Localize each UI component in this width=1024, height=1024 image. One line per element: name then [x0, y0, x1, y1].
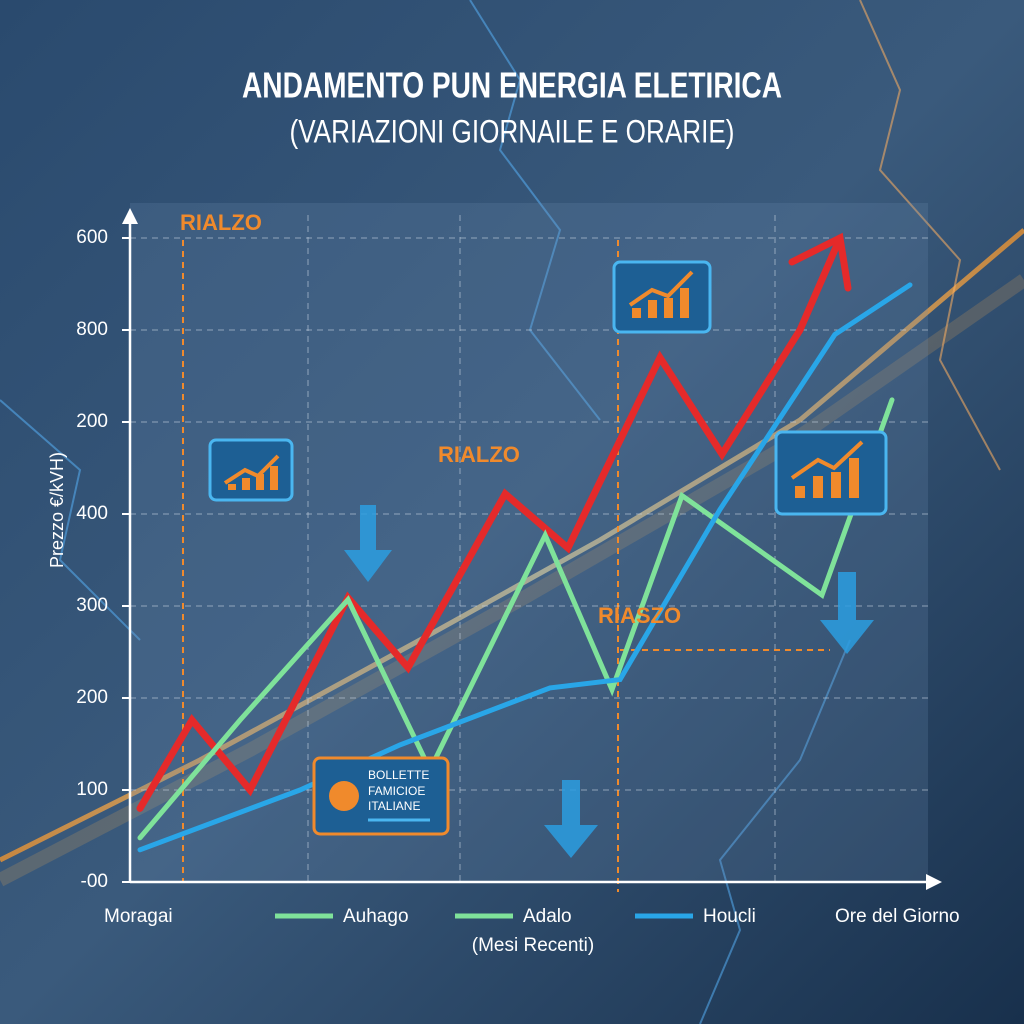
- chart-title: ANDAMENTO PUN ENERGIA ELETIRICA: [242, 65, 782, 106]
- icon-bar: [256, 474, 264, 490]
- x-axis-arrow: [926, 874, 942, 890]
- y-tick-label: 300: [76, 595, 108, 616]
- trend-arrowhead: [788, 232, 852, 292]
- icon-bar: [228, 484, 236, 490]
- icon-trend: [223, 454, 280, 485]
- icon-bar: [813, 476, 823, 498]
- x-axis-sublabel: (Mesi Recenti): [472, 935, 594, 956]
- badge-text: FAMICIOE: [368, 784, 425, 798]
- down-arrow: [544, 780, 598, 858]
- badge-box: [312, 756, 450, 836]
- icon-box: [612, 260, 712, 334]
- y-tick-label: 200: [76, 687, 108, 708]
- annotation: RIASZO: [598, 603, 681, 628]
- icon-bar: [664, 298, 673, 318]
- badge-coin: [329, 781, 359, 811]
- y-tick-label: 200: [76, 411, 108, 432]
- icon-box: [208, 438, 294, 502]
- icon-bar: [831, 472, 841, 498]
- badge: BOLLETTE FAMICIOE ITALIANE: [312, 756, 450, 836]
- down-arrow: [344, 505, 392, 582]
- badge-text: ITALIANE: [368, 799, 420, 813]
- x-axis-label: Ore del Giorno: [835, 906, 960, 927]
- chart-icon: [774, 430, 888, 516]
- series-line: [136, 234, 844, 812]
- legend: Auhago Adalo Houcli: [275, 906, 756, 927]
- y-axis-arrow: [122, 208, 138, 224]
- annotation: RIALZO: [438, 442, 520, 467]
- lightning: [699, 639, 851, 1024]
- y-tick-label: 800: [76, 319, 108, 340]
- icon-trend: [790, 440, 864, 480]
- icon-bar: [648, 300, 657, 318]
- icon-bar: [849, 458, 859, 498]
- icon-bar: [632, 308, 641, 318]
- y-tick-label: 100: [76, 779, 108, 800]
- icon-trend: [628, 270, 694, 307]
- vertical-grid: [307, 215, 776, 882]
- y-tick-label: 600: [76, 227, 108, 248]
- glow-halo: [0, 274, 1024, 887]
- legend-label: Adalo: [523, 906, 572, 927]
- glow-streak: [0, 228, 1024, 863]
- lightning: [469, 0, 601, 421]
- icon-bar: [680, 288, 689, 318]
- down-arrows: [344, 505, 874, 858]
- legend-label: Houcli: [703, 906, 756, 927]
- series-line: [137, 397, 895, 841]
- down-arrow: [820, 572, 874, 654]
- chart-icon: [612, 260, 712, 334]
- icon-bar: [795, 486, 805, 498]
- legend-label: Auhago: [343, 906, 409, 927]
- icon-bar: [270, 466, 278, 490]
- y-tick-label: -00: [81, 871, 108, 892]
- chart-icon: [208, 438, 294, 502]
- y-axis-label: Prezzo €/kVH): [47, 452, 67, 568]
- icon-bar: [242, 478, 250, 490]
- annotation: RIALZO: [180, 210, 262, 235]
- lightning: [859, 0, 1001, 471]
- chart-subtitle: (VARIAZIONI GIORNAILE E ORARIE): [290, 113, 735, 149]
- x-start-label: Moragai: [104, 906, 173, 927]
- badge-text: BOLLETTE: [368, 768, 429, 782]
- y-tick-label: 400: [76, 503, 108, 524]
- lightning: [0, 399, 141, 641]
